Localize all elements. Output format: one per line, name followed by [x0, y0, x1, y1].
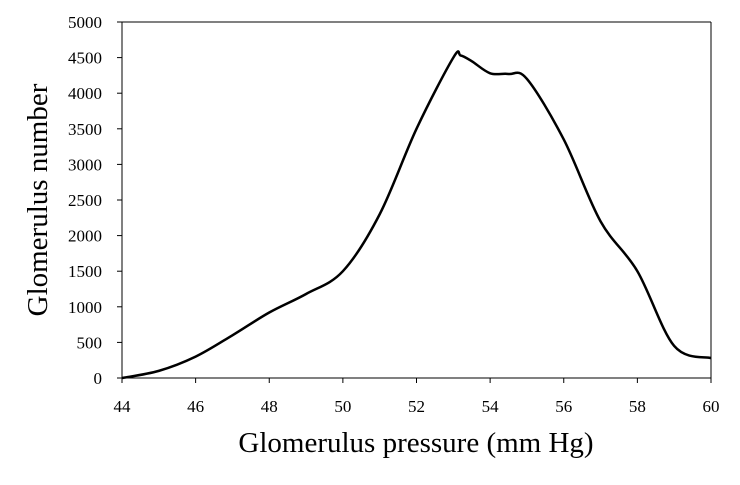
y-tick-label: 2500	[68, 191, 102, 210]
y-tick-label: 1000	[68, 298, 102, 317]
x-tick-label: 54	[482, 397, 500, 416]
y-tick-label: 2000	[68, 227, 102, 246]
series-layer	[121, 50, 712, 380]
y-tick-label: 5000	[68, 13, 102, 32]
x-tick-label: 56	[555, 397, 572, 416]
y-axis-title: Glomerulus number	[22, 83, 54, 316]
series-line	[121, 50, 712, 380]
x-tick-label: 52	[408, 397, 425, 416]
x-tick-label: 44	[114, 397, 132, 416]
y-tick-label: 4500	[68, 49, 102, 68]
y-tick-label: 500	[77, 333, 103, 352]
x-tick-label: 48	[261, 397, 278, 416]
plot-area	[121, 21, 712, 379]
y-axis-ticks: 0 500 1000 1500 2000 2500 3000 3500 4000 4500 5000	[68, 13, 122, 388]
y-tick-label: 3500	[68, 120, 102, 139]
y-tick-label: 0	[94, 369, 103, 388]
x-axis-title: Glomerulus pressure (mm Hg)	[238, 427, 593, 459]
y-tick-label: 3000	[68, 155, 102, 174]
y-tick-label: 1500	[68, 262, 102, 281]
x-tick-label: 58	[629, 397, 646, 416]
x-axis-ticks: 44 46 48 50 52 54 56 58 60	[114, 378, 720, 416]
y-tick-label: 4000	[68, 84, 102, 103]
x-tick-label: 46	[187, 397, 204, 416]
x-tick-label: 50	[334, 397, 351, 416]
x-tick-label: 60	[703, 397, 720, 416]
